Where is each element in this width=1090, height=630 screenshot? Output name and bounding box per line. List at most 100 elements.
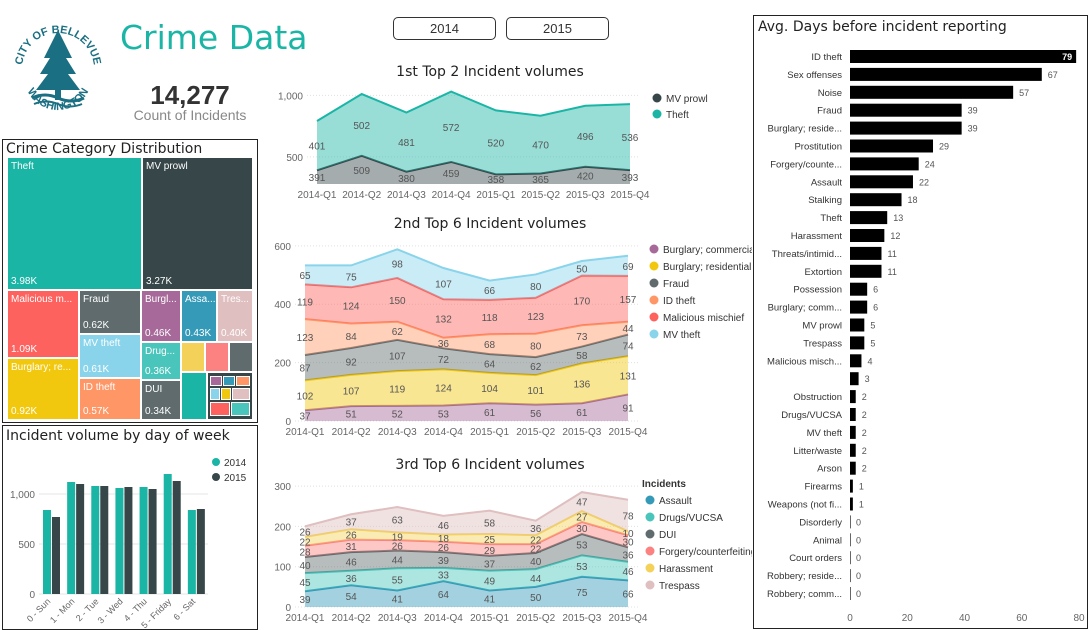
series-area [305,534,628,574]
series-line [304,554,629,575]
x-tick-label: 2014-Q3 [378,613,417,624]
top6-title: 2nd Top 6 Incident volumes [393,216,587,232]
bar [850,533,851,547]
treemap-cell-fraud[interactable]: Fraud 0.62K [79,290,141,334]
data-label: 26 [438,543,450,554]
treemap-cell-burglary-residential[interactable]: Burglary; re... 0.92K [7,358,79,420]
bar [850,390,856,404]
data-label: 124 [435,383,452,394]
treemap-cell-small[interactable] [231,402,250,416]
legend-label: MV theft [663,330,700,341]
bar [850,193,902,207]
legend-marker [649,278,659,288]
data-label: 51 [346,410,358,421]
treemap-cell-burglary-commercial[interactable]: Burgl... 0.46K [141,290,181,342]
treemap-cell-assault[interactable]: Assa... 0.43K [181,290,217,342]
data-label: 67 [1048,70,1058,80]
data-label: 119 [297,298,313,309]
data-label: 80 [530,282,542,293]
legend-label: Forgery/counterfeiting [659,547,752,558]
legend-marker [649,329,659,339]
treemap-cell-theft[interactable]: Theft 3.98K [7,157,142,290]
data-label: 44 [622,324,634,335]
treemap-cell-dui[interactable]: DUI 0.34K [141,380,181,420]
data-label: 46 [438,521,450,532]
treemap-cell-mv-prowl[interactable]: MV prowl 3.27K [142,157,253,290]
category-label: Sex offenses [787,70,842,81]
data-label: 39 [299,595,311,606]
data-label: 18 [438,534,450,545]
data-label: 53 [576,541,588,552]
data-label: 104 [481,384,498,395]
data-label: 49 [484,577,496,588]
bar [163,474,172,594]
category-label: Drugs/VUCSA [781,410,842,421]
data-label: 40 [299,561,311,572]
data-label: 22 [530,545,542,556]
x-tick-label: 0 [847,613,853,624]
x-tick-label: 2015-Q4 [609,613,648,624]
category-label: Noise [818,88,842,99]
category-label: MV theft [807,428,843,439]
incident-count-value: 14,277 [150,80,230,110]
data-label: 53 [438,409,450,420]
data-label: 75 [346,272,358,283]
treemap-cell-mv-theft[interactable]: MV theft 0.61K [79,334,141,378]
y-tick-label: 400 [274,300,291,311]
treemap-cell-small[interactable] [181,342,205,372]
bar [850,497,853,511]
bar [124,487,133,594]
data-label: 11 [887,267,896,277]
data-label: 420 [577,171,594,182]
treemap-cell-small[interactable] [210,388,220,400]
data-label: 39 [438,556,450,567]
data-label: 66 [484,286,496,297]
data-label: 123 [527,312,544,323]
series-line [304,520,629,547]
treemap-cell-small[interactable] [210,402,230,416]
data-label: 40 [530,557,542,568]
treemap-cell-small[interactable] [181,372,207,420]
data-label: 41 [392,595,404,606]
bar [850,139,934,153]
data-label: 2 [862,446,867,456]
treemap-cell-small[interactable] [232,388,250,400]
bar [850,229,885,242]
treemap-cell-id-theft[interactable]: ID theft 0.57K [79,378,141,420]
data-label: 401 [309,142,326,153]
bar [850,50,1077,63]
category-label: Arson [817,464,842,475]
data-label: 30 [576,524,588,535]
series-line [304,318,629,339]
data-label: 22 [530,536,542,547]
data-label: 12 [890,231,900,241]
data-label: 496 [577,132,594,143]
treemap-cell-trespass[interactable]: Tres... 0.40K [217,290,253,342]
y-tick-label: 100 [274,563,291,574]
data-label: 52 [392,409,404,420]
data-label: 65 [299,271,311,282]
x-tick-label: 2014-Q4 [424,613,463,624]
data-label: 131 [620,371,637,382]
treemap-cell-small[interactable] [236,376,250,386]
treemap-cell-small[interactable] [229,342,253,372]
data-label: 36 [622,551,634,562]
year-2015-button[interactable]: 2015 [506,17,609,40]
treemap-cell-malicious-mischief[interactable]: Malicious m... 1.09K [7,290,79,358]
legend-label: MV prowl [666,94,708,105]
data-label: 102 [297,391,314,402]
year-2014-button[interactable]: 2014 [393,17,496,40]
data-label: 6 [873,303,878,313]
data-label: 3 [865,374,870,384]
treemap-cell-small[interactable] [205,342,229,372]
treemap-cell-small[interactable] [221,388,231,400]
treemap-cell-drugs[interactable]: Drug... 0.36K [141,342,181,380]
treemap-cell-small[interactable] [210,376,222,386]
data-label: 33 [438,571,450,582]
bar [850,67,1042,81]
data-label: 0 [856,517,861,527]
treemap-cell-small[interactable] [223,376,235,386]
data-label: 26 [346,530,358,541]
bar [850,282,868,296]
data-label: 101 [527,386,544,397]
